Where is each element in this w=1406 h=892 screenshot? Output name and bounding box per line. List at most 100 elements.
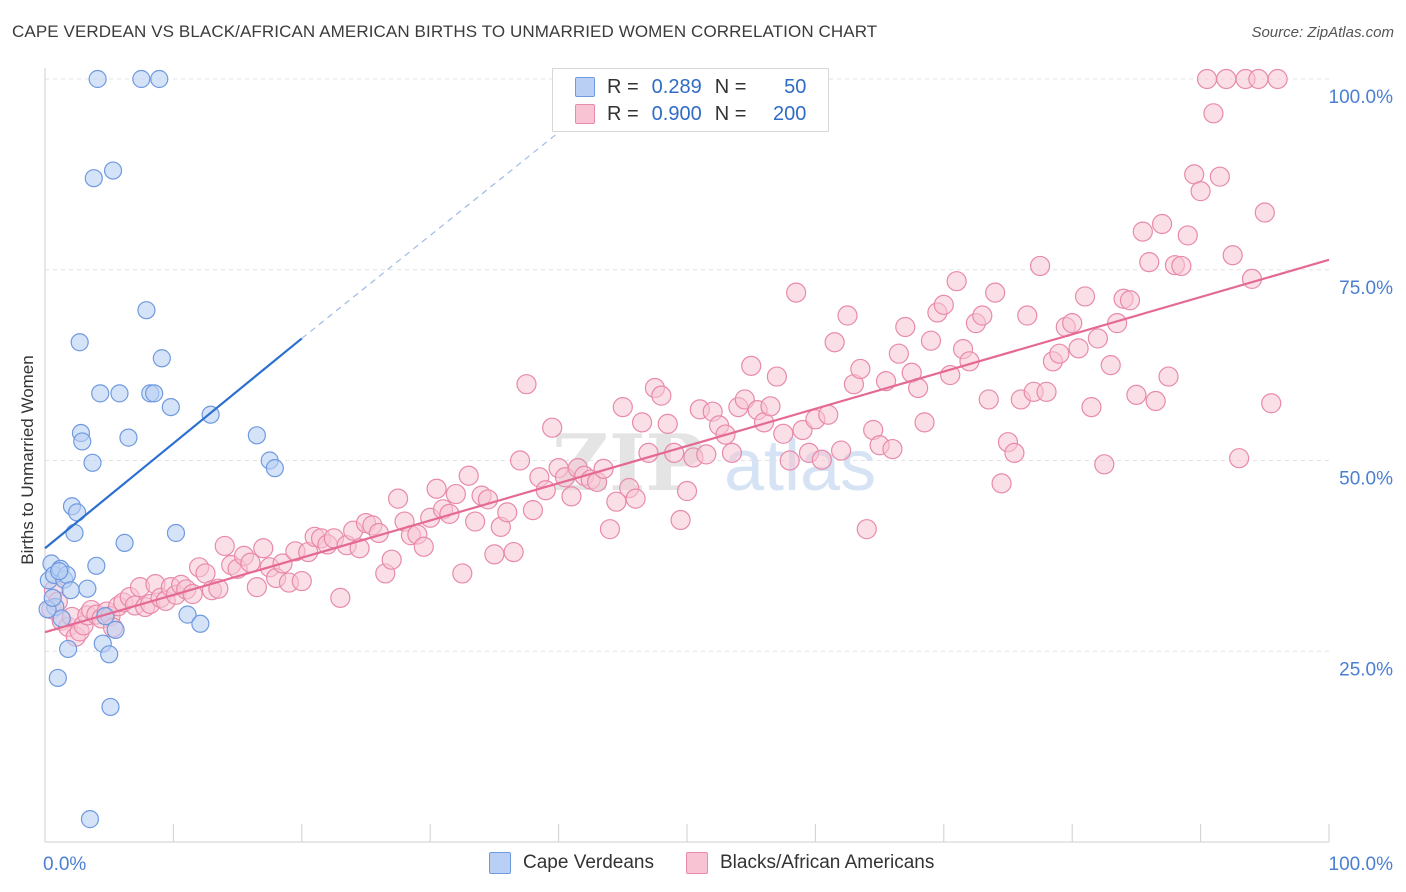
data-point-blacks-african-americans [1132, 221, 1153, 242]
data-point-blacks-african-americans [612, 396, 633, 418]
data-point-blacks-african-americans [914, 412, 935, 433]
data-point-blacks-african-americans [1209, 166, 1230, 187]
data-point-cape-verdeans [132, 69, 151, 89]
data-point-blacks-african-americans [497, 502, 518, 523]
data-point-blacks-african-americans [388, 488, 409, 509]
n-label: N = [714, 102, 747, 125]
data-point-blacks-african-americans [509, 450, 531, 471]
chart-title: CAPE VERDEAN VS BLACK/AFRICAN AMERICAN B… [12, 22, 878, 41]
r-label: R = [607, 102, 639, 125]
data-point-blacks-african-americans [1171, 255, 1192, 277]
trend-layer [44, 131, 1330, 634]
data-point-blacks-african-americans [246, 577, 267, 598]
data-point-cape-verdeans [106, 620, 125, 639]
data-point-blacks-african-americans [766, 366, 787, 387]
data-point-blacks-african-americans [991, 473, 1012, 494]
y-tick-label: 50.0% [1339, 469, 1393, 490]
bottom-legend-cape-verdeans: Cape Verdeans [489, 852, 654, 874]
bottom-legend-blacks-african-americans: Blacks/African Americans [686, 852, 934, 874]
data-point-blacks-african-americans [1248, 68, 1269, 90]
data-point-blacks-african-americans [946, 271, 967, 292]
data-point-blacks-african-americans [972, 305, 993, 326]
data-point-blacks-african-americans [779, 450, 800, 471]
data-point-cape-verdeans [178, 605, 197, 624]
data-point-blacks-african-americans [741, 355, 762, 376]
data-point-blacks-african-americans [445, 483, 466, 505]
data-point-blacks-african-americans [920, 330, 942, 351]
data-point-blacks-african-americans [1139, 252, 1160, 273]
data-point-blacks-african-americans [625, 488, 646, 509]
data-point-blacks-african-americans [985, 282, 1006, 303]
r-value: 0.289 [651, 75, 702, 98]
data-point-blacks-african-americans [933, 294, 954, 315]
data-point-blacks-african-americans [1261, 393, 1282, 414]
data-point-blacks-african-americans [1004, 442, 1025, 463]
n-value: 50 [784, 75, 807, 98]
data-point-cape-verdeans [110, 384, 129, 403]
data-point-blacks-african-americans [542, 417, 563, 438]
data-point-cape-verdeans [191, 614, 210, 633]
data-point-blacks-african-americans [850, 358, 871, 380]
data-point-blacks-african-americans [1190, 181, 1211, 202]
data-point-blacks-african-americans [291, 570, 312, 592]
data-point-blacks-african-americans [1017, 305, 1038, 326]
data-point-blacks-african-americans [1049, 343, 1070, 364]
data-point-blacks-african-americans [349, 538, 370, 559]
data-point-cape-verdeans [137, 301, 156, 320]
correlation-legend: R = 0.289 N = 50 R = 0.900 N = 200 [552, 68, 829, 132]
data-point-cape-verdeans [100, 645, 119, 664]
legend-row-cape-verdeans: R = 0.289 N = 50 [553, 74, 806, 100]
data-point-blacks-african-americans [413, 536, 434, 557]
data-point-blacks-african-americans [773, 423, 794, 444]
data-point-blacks-african-americans [253, 538, 274, 559]
data-point-blacks-african-americans [1081, 396, 1102, 418]
data-point-blacks-african-americans [856, 519, 877, 540]
pink-swatch [575, 104, 595, 124]
data-point-blacks-african-americans [830, 440, 852, 461]
data-point-blacks-african-americans [760, 396, 781, 417]
data-point-blacks-african-americans [978, 389, 999, 410]
data-point-blacks-african-americans [1158, 366, 1179, 387]
data-point-blacks-african-americans [811, 449, 832, 470]
data-point-blacks-african-americans [1062, 313, 1083, 334]
data-point-cape-verdeans [91, 384, 110, 403]
data-point-cape-verdeans [265, 459, 284, 478]
data-point-blacks-african-americans [721, 442, 743, 463]
labels-layer: 25.0% 50.0% 75.0% 100.0% 0.0% 100.0% Births to… [18, 87, 1393, 875]
data-point-blacks-african-americans [631, 412, 653, 433]
data-point-blacks-african-americans [1177, 225, 1198, 246]
data-point-blacks-african-americans [657, 413, 678, 434]
data-point-blacks-african-americans [1100, 355, 1121, 376]
data-point-cape-verdeans [73, 432, 92, 451]
data-point-blacks-african-americans [1229, 448, 1250, 469]
data-point-blacks-african-americans [882, 438, 903, 460]
source-credit: Source: ZipAtlas.com [1251, 24, 1394, 41]
data-point-blacks-african-americans [1145, 390, 1166, 412]
data-point-blacks-african-americans [606, 491, 627, 512]
data-point-cape-verdeans [88, 69, 107, 89]
data-point-blacks-african-americans [1241, 268, 1263, 290]
data-point-cape-verdeans [61, 581, 80, 600]
data-point-cape-verdeans [84, 169, 103, 188]
data-point-blacks-african-americans [1094, 454, 1115, 475]
data-point-blacks-african-americans [664, 442, 685, 463]
data-point-blacks-african-americans [1087, 328, 1108, 349]
legend-label-cape-verdeans: Cape Verdeans [523, 852, 654, 873]
data-point-cape-verdeans [70, 333, 89, 352]
blue-series-points [38, 69, 284, 829]
data-point-blacks-african-americans [426, 478, 447, 499]
y-tick-label: 100.0% [1329, 87, 1394, 108]
data-point-cape-verdeans [150, 69, 169, 89]
r-value: 0.900 [651, 102, 702, 125]
data-point-cape-verdeans [48, 668, 67, 688]
data-point-cape-verdeans [115, 533, 134, 553]
data-point-blacks-african-americans [465, 511, 486, 532]
data-point-blacks-african-americans [895, 316, 916, 338]
data-point-cape-verdeans [247, 426, 266, 445]
data-point-blacks-african-americans [599, 519, 621, 540]
data-point-cape-verdeans [103, 161, 123, 180]
blue-swatch [575, 77, 595, 97]
data-point-blacks-african-americans [330, 587, 351, 608]
pink-swatch [686, 852, 708, 874]
